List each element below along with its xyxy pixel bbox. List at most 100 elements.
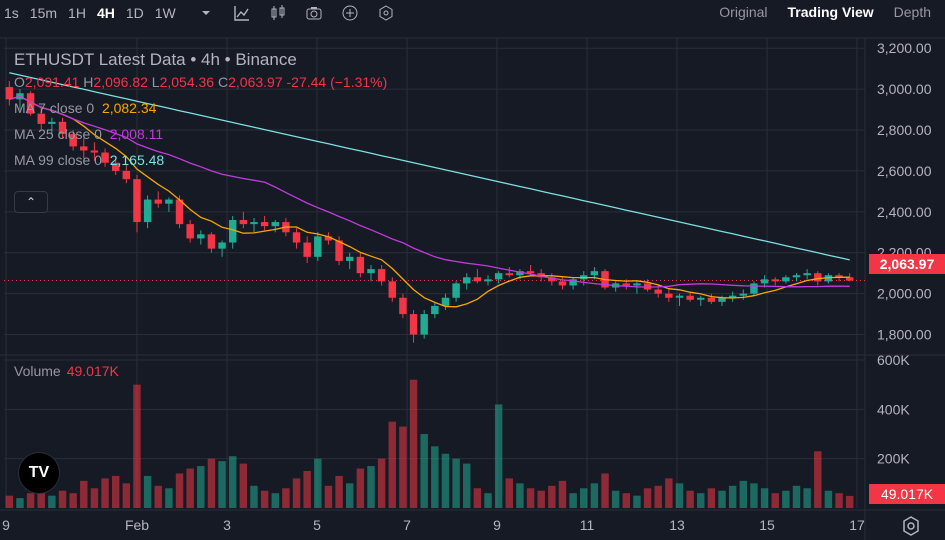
tab-original[interactable]: Original (719, 4, 768, 20)
volume-bar (441, 453, 450, 508)
volume-legend: Volume 49.017K (14, 363, 119, 379)
timeframe-1s[interactable]: 1s (4, 5, 19, 21)
camera-icon[interactable] (301, 2, 327, 24)
volume-bar (845, 495, 854, 508)
candle-body (569, 279, 577, 286)
candle-body (90, 150, 99, 153)
volume-bar (377, 458, 386, 508)
last-price-tag: 2,063.97 (869, 254, 945, 274)
indicator-icon[interactable] (373, 2, 399, 24)
candle-body (728, 295, 737, 298)
volume-bar (633, 495, 641, 508)
price-axis-label: 2,400.00 (877, 204, 932, 220)
price-axis-label: 2,000.00 (877, 286, 932, 302)
collapse-legend-button[interactable]: ⌃ (14, 191, 48, 213)
candles-icon[interactable] (265, 2, 291, 24)
candle-body (271, 222, 279, 227)
volume-bar (760, 488, 769, 508)
candle-body (814, 273, 822, 282)
ma25-row[interactable]: MA 25 close 0 2,008.11 (14, 124, 387, 144)
timeframe-1h[interactable]: 1H (68, 5, 86, 21)
candle-body (686, 295, 694, 300)
volume-bar (835, 493, 843, 508)
volume-bar (271, 493, 279, 508)
chevron-up-icon: ⌃ (25, 195, 37, 209)
volume-bar (537, 490, 545, 508)
volume-bar (58, 490, 67, 508)
volume-bar (207, 458, 216, 508)
timeframe-15m[interactable]: 15m (29, 5, 58, 21)
time-axis-label: 7 (403, 517, 411, 533)
volume-bar (782, 490, 790, 508)
tradingview-logo[interactable]: TV (18, 452, 60, 494)
settings-icon[interactable] (900, 515, 922, 537)
candle-body (718, 297, 726, 302)
price-axis-label: 1,800.00 (877, 327, 932, 343)
candle-body (665, 293, 673, 298)
candle-body (69, 134, 77, 147)
candle-body (558, 281, 567, 286)
candle-body (792, 275, 801, 278)
volume-bar (356, 468, 365, 508)
volume-bar (452, 458, 460, 508)
candle-body (409, 314, 418, 335)
volume-bar (548, 485, 556, 508)
volume-bar (197, 466, 205, 508)
volume-bar (420, 434, 428, 508)
candle-body (367, 269, 375, 274)
volume-bar (739, 480, 748, 508)
time-axis-label: 15 (759, 517, 775, 533)
candle-body (26, 93, 35, 114)
volume-bar (154, 485, 162, 508)
candle-body (505, 273, 514, 276)
tab-trading-view[interactable]: Trading View (787, 4, 874, 20)
price-axis-label: 3,200.00 (877, 40, 932, 56)
volume-bar (665, 478, 673, 508)
time-axis-label: 13 (669, 517, 685, 533)
candle-body (292, 232, 301, 243)
volume-bar (101, 478, 109, 508)
volume-bar (409, 379, 418, 508)
candle-body (771, 279, 779, 282)
ma99-row[interactable]: MA 99 close 0 2,165.48 (14, 150, 387, 170)
chevron-down-icon[interactable] (193, 2, 219, 24)
volume-bar (250, 485, 258, 508)
candle-body (48, 121, 56, 124)
volume-bar (590, 483, 599, 508)
high-label: H (83, 74, 94, 90)
volume-axis-label: 200K (877, 451, 910, 467)
timeframe-4h[interactable]: 4H (96, 5, 115, 21)
volume-bar (463, 463, 471, 508)
candle-body (824, 275, 833, 282)
candle-body (845, 277, 854, 281)
timeframe-1w[interactable]: 1W (154, 5, 176, 21)
volume-bar (601, 473, 609, 508)
candle-body (548, 277, 556, 282)
volume-bar (165, 488, 173, 508)
time-axis-label: 9 (493, 517, 501, 533)
tab-depth[interactable]: Depth (893, 4, 931, 20)
volume-label: Volume (14, 363, 61, 379)
ma7-row[interactable]: MA 7 close 0 2,082.34 (14, 98, 387, 118)
time-axis-label: 9 (2, 517, 10, 533)
volume-bar (239, 463, 248, 508)
volume-bar (282, 488, 290, 508)
timeframe-1d[interactable]: 1D (125, 5, 144, 21)
volume-bar (186, 468, 194, 508)
plus-circle-icon[interactable] (337, 2, 363, 24)
line-chart-icon[interactable] (229, 2, 255, 24)
time-axis-label: 5 (313, 517, 321, 533)
candle-body (239, 220, 248, 225)
candle-body (420, 314, 428, 335)
volume-bar (558, 480, 567, 508)
candle-body (803, 273, 811, 276)
chart-legend: ETHUSDT Latest Data • 4h • Binance O2,09… (14, 50, 387, 170)
ma99-value: 2,165.48 (109, 152, 165, 168)
volume-bar (260, 490, 269, 508)
candle-body (654, 289, 662, 294)
ma99-line (9, 72, 850, 261)
volume-bar (48, 495, 56, 508)
time-axis-label: 17 (849, 517, 865, 533)
candle-body (431, 305, 439, 315)
